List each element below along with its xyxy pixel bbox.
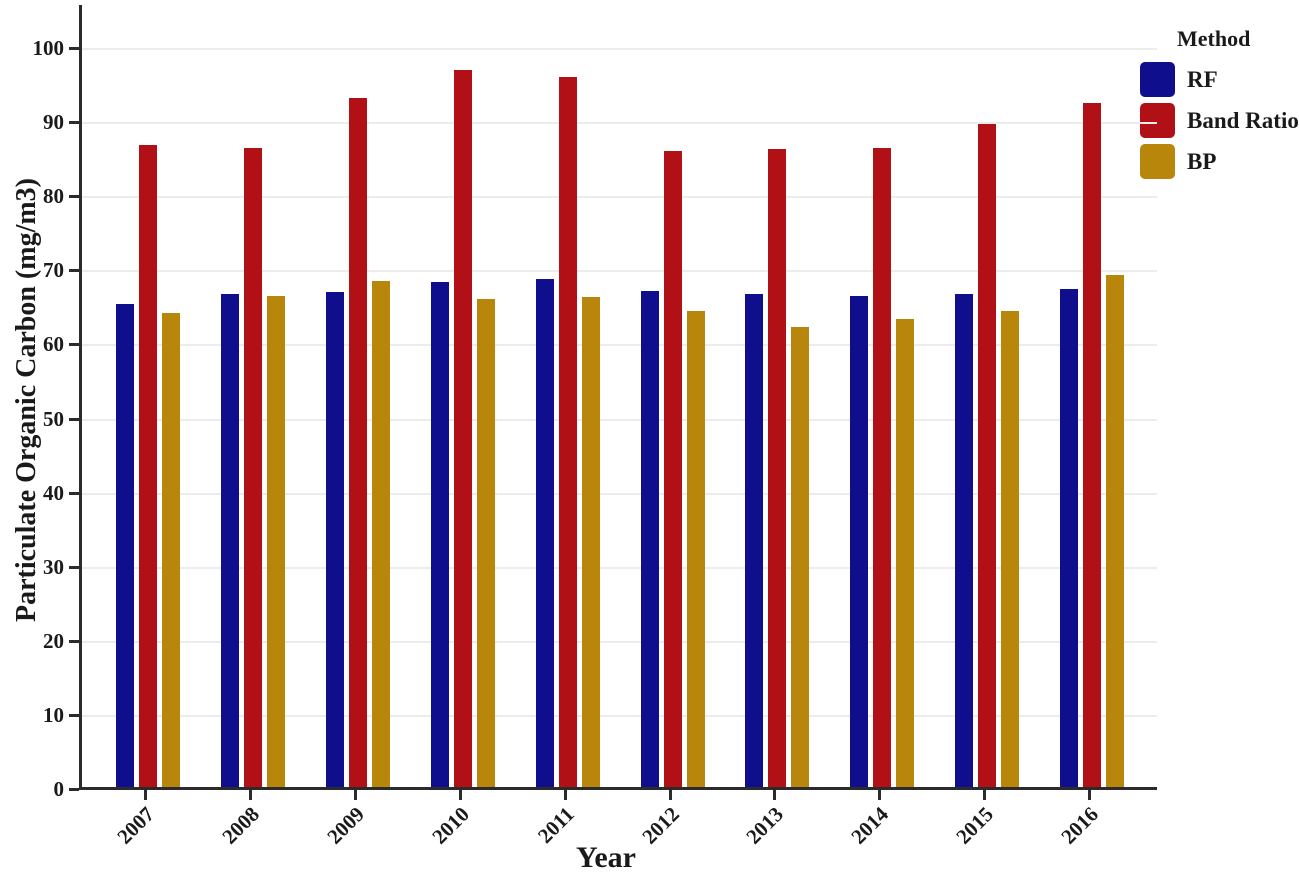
gridline-40 (82, 492, 1157, 495)
bar-rf-2011 (535, 278, 554, 787)
bar-rf-2008 (220, 294, 239, 787)
gridline-70 (82, 270, 1157, 273)
y-tick-label-50: 50 (43, 406, 64, 431)
y-tick-label-100: 100 (32, 36, 65, 60)
legend-items: RF Band Ratio BP (1140, 62, 1299, 179)
bar-band-ratio-2007 (139, 145, 157, 787)
bar-rf-2014 (850, 295, 869, 787)
y-tick-30 (69, 565, 79, 569)
x-tick-label-2007: 2007 (112, 802, 159, 849)
legend-swatch-bp (1140, 144, 1175, 179)
gridline-90 (82, 122, 1157, 125)
x-tick-2009 (353, 790, 357, 800)
bar-bp-2013 (791, 326, 810, 787)
bar-bp-2008 (266, 296, 285, 787)
bar-band-ratio-2013 (768, 149, 787, 787)
bar-band-ratio-2008 (243, 147, 262, 787)
bar-rf-2010 (430, 281, 449, 787)
bar-bp-2010 (476, 299, 495, 787)
legend-label-bp: BP (1187, 149, 1217, 174)
legend-swatch-rf (1140, 62, 1175, 97)
x-tick-label-2010: 2010 (427, 802, 474, 849)
legend-label-band-ratio: Band Ratio (1187, 108, 1299, 133)
y-tick-label-30: 30 (43, 554, 64, 579)
legend: Method RF Band Ratio BP (1140, 26, 1299, 185)
gridline-80 (82, 196, 1157, 199)
bar-rf-2013 (745, 293, 764, 787)
legend-title: Method (1177, 26, 1251, 51)
x-tick-2010 (458, 790, 462, 800)
x-tick-2016 (1088, 790, 1092, 800)
y-tick-label-10: 10 (43, 702, 64, 727)
x-tick-2015 (983, 790, 987, 800)
y-tick-label-20: 20 (43, 628, 64, 653)
y-tick-label-0: 0 (53, 777, 65, 801)
y-tick-label-60: 60 (43, 332, 64, 357)
plot-area (79, 5, 1157, 790)
legend-item-rf: RF (1140, 62, 1299, 97)
bar-band-ratio-2009 (348, 97, 367, 787)
x-tick-label-2014: 2014 (846, 802, 894, 849)
bar-bp-2014 (896, 319, 915, 787)
y-tick-40 (69, 491, 79, 495)
y-tick-0 (69, 788, 79, 791)
x-tick-2007 (144, 790, 147, 800)
x-tick-2012 (668, 790, 672, 800)
bar-band-ratio-2012 (663, 151, 682, 787)
bar-bp-2007 (162, 312, 180, 787)
x-tick-label-2011: 2011 (532, 802, 579, 848)
gridline-50 (82, 418, 1157, 421)
y-tick-70 (69, 269, 79, 273)
bar-rf-2012 (640, 290, 659, 787)
x-tick-2013 (773, 790, 777, 800)
bar-bp-2015 (1001, 311, 1020, 787)
y-tick-label-80: 80 (43, 184, 64, 209)
x-axis-title: Year (576, 841, 636, 874)
y-tick-100 (69, 47, 79, 50)
bar-band-ratio-2015 (978, 123, 997, 787)
x-tick-label-2008: 2008 (217, 802, 264, 849)
gridline-10 (82, 714, 1157, 717)
bar-rf-2009 (325, 292, 344, 787)
x-tick-label-2016: 2016 (1056, 802, 1104, 849)
bar-bp-2012 (686, 311, 705, 787)
y-tick-10 (69, 713, 79, 717)
bar-band-ratio-2010 (453, 70, 472, 787)
y-tick-80 (69, 195, 79, 199)
bar-bp-2016 (1106, 274, 1125, 787)
y-tick-20 (69, 639, 79, 643)
x-tick-2011 (563, 790, 567, 800)
gridline-100 (82, 48, 1157, 50)
x-tick-label-2015: 2015 (951, 802, 999, 849)
bar-rf-2007 (116, 303, 134, 787)
y-tick-50 (69, 417, 79, 421)
bar-rf-2015 (955, 293, 974, 787)
gridline-30 (82, 566, 1157, 569)
y-tick-label-40: 40 (43, 480, 64, 505)
bar-band-ratio-2014 (873, 147, 892, 787)
legend-swatch-band-ratio (1140, 103, 1175, 138)
bar-band-ratio-2011 (558, 77, 577, 787)
bar-bp-2011 (581, 297, 600, 787)
y-axis-title: Particulate Organic Carbon (mg/m3) (11, 177, 42, 623)
x-tick-label-2009: 2009 (322, 802, 369, 849)
gridline-60 (82, 344, 1157, 347)
y-tick-label-70: 70 (43, 258, 64, 283)
y-tick-90 (69, 121, 79, 125)
legend-item-bp: BP (1140, 144, 1299, 179)
x-tick-label-2012: 2012 (636, 802, 684, 849)
gridline-20 (82, 640, 1157, 643)
x-tick-2008 (248, 790, 252, 800)
y-tick-label-90: 90 (43, 110, 64, 135)
bar-bp-2009 (371, 280, 390, 787)
bar-rf-2016 (1060, 289, 1079, 787)
x-tick-2014 (878, 790, 882, 800)
bar-band-ratio-2016 (1083, 103, 1102, 787)
legend-item-band-ratio: Band Ratio (1140, 103, 1299, 138)
y-tick-60 (69, 343, 79, 347)
x-tick-label-2013: 2013 (741, 802, 789, 849)
legend-label-rf: RF (1187, 67, 1218, 92)
